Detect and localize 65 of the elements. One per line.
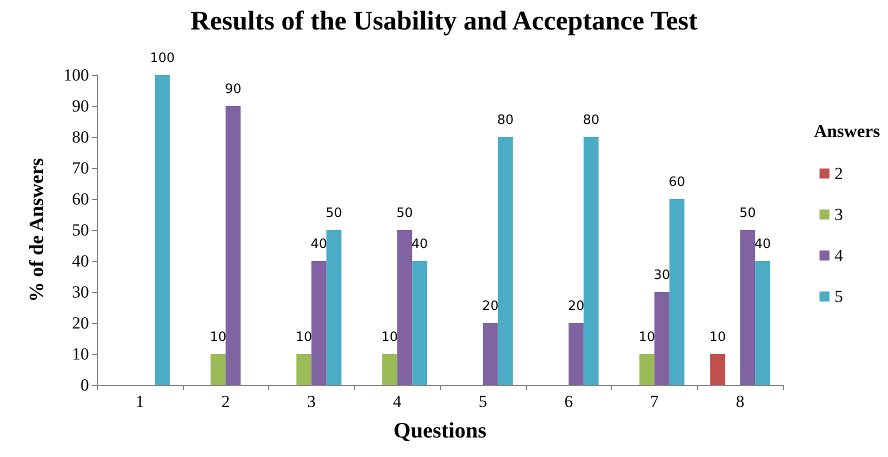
data-label: 40 [411,237,428,252]
bar [210,354,226,385]
data-label: 30 [654,268,670,283]
data-label: 10 [381,330,398,345]
legend-label: 4 [834,246,844,265]
legend-label: 3 [834,205,843,224]
legend-label: 2 [834,164,843,183]
legend-label: 5 [834,287,843,306]
bar [654,292,670,385]
data-label: 60 [668,175,686,190]
y-tick-label: 80 [72,128,89,146]
bar [226,106,241,385]
data-label: 90 [224,82,242,97]
y-tick-label: 70 [72,158,89,178]
y-tick-label: 90 [72,96,89,116]
data-label: 80 [497,113,514,128]
y-tick-label: 40 [72,252,89,270]
y-tick-label: 60 [72,190,89,208]
bar [397,230,412,385]
data-label: 40 [754,237,771,252]
bar [639,354,654,385]
data-label: 10 [709,330,726,345]
x-tick-label: 2 [221,392,230,411]
bar [669,199,684,385]
x-tick-label: 6 [564,392,573,411]
y-tick-label: 30 [72,282,89,302]
data-label: 10 [638,330,656,345]
bar [311,261,326,385]
chart-title: Results of the Usability and Acceptance Test [190,6,698,36]
bar [568,323,584,385]
bar [498,137,513,385]
bar [154,75,170,385]
data-label: 40 [310,237,328,252]
y-tick-label: 50 [72,220,89,240]
x-tick-label: 8 [736,392,744,411]
x-tick-label: 7 [650,392,660,411]
x-tick-label: 1 [136,392,144,411]
bar [482,323,498,385]
data-label: 100 [150,51,175,66]
bar [740,230,756,385]
y-axis-title: % of de Answers [26,158,48,302]
data-label: 20 [482,299,499,314]
bar [755,261,770,385]
bar [584,137,599,385]
data-label: 80 [582,113,600,128]
bar [710,354,726,385]
data-label: 50 [326,206,342,221]
bar [382,354,398,385]
data-label: 50 [739,206,756,221]
bar [412,261,428,385]
legend-title: Answers [814,121,880,141]
y-tick-label: 0 [80,376,89,394]
data-label: 10 [296,330,312,345]
x-axis-title: Questions [394,418,487,442]
x-tick-label: 4 [392,392,402,411]
y-tick-label: 20 [72,314,89,332]
bar [296,354,312,385]
data-label: 10 [210,330,226,345]
data-label: 50 [396,206,413,221]
x-tick-label: 3 [307,392,316,411]
bar [326,230,342,385]
y-tick-label: 10 [72,344,89,364]
y-tick-label: 100 [64,66,89,84]
data-label: 20 [568,299,584,314]
x-tick-label: 5 [478,392,488,411]
